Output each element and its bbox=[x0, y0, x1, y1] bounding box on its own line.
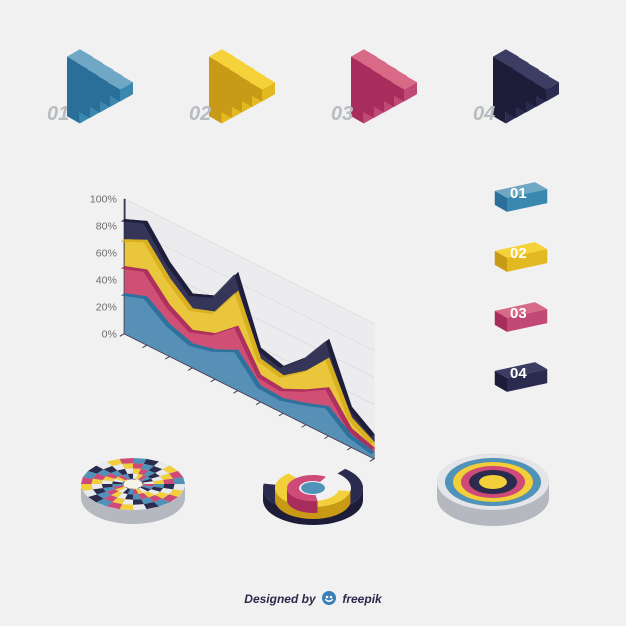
badge-number: 01 bbox=[510, 185, 527, 202]
stairs-01: 01 bbox=[45, 30, 155, 140]
svg-text:100%: 100% bbox=[90, 194, 118, 206]
stairs-number: 02 bbox=[189, 103, 211, 126]
circles-row bbox=[0, 438, 626, 548]
svg-text:60%: 60% bbox=[96, 248, 118, 260]
svg-text:80%: 80% bbox=[96, 221, 118, 233]
stairs-number: 04 bbox=[473, 103, 495, 126]
badge-03: 03 bbox=[486, 295, 556, 339]
stairs-number: 03 bbox=[331, 103, 353, 126]
stairs-row: 01 02 03 04 bbox=[0, 30, 626, 140]
credit-brand: freepik bbox=[342, 592, 381, 606]
badges-column: 01 02 03 04 bbox=[486, 175, 556, 399]
svg-text:20%: 20% bbox=[96, 301, 118, 313]
badge-01: 01 bbox=[486, 175, 556, 219]
svg-text:40%: 40% bbox=[96, 274, 118, 286]
credit-prefix: Designed by bbox=[244, 592, 315, 606]
badge-04: 04 bbox=[486, 355, 556, 399]
badge-number: 03 bbox=[510, 305, 527, 322]
arc-chart bbox=[243, 438, 383, 548]
area-chart: 100% 80% 60% 40% 20% 0% bbox=[60, 170, 420, 420]
badge-02: 02 bbox=[486, 235, 556, 279]
radial-chart bbox=[63, 438, 203, 548]
stairs-03: 03 bbox=[329, 30, 439, 140]
freepik-icon bbox=[321, 590, 337, 606]
credit-line: Designed by freepik bbox=[0, 590, 626, 606]
svg-text:0%: 0% bbox=[102, 328, 118, 340]
stairs-04: 04 bbox=[471, 30, 581, 140]
concentric-chart bbox=[423, 438, 563, 548]
badge-number: 04 bbox=[510, 365, 527, 382]
badge-number: 02 bbox=[510, 245, 527, 262]
stairs-number: 01 bbox=[47, 103, 69, 126]
stairs-02: 02 bbox=[187, 30, 297, 140]
